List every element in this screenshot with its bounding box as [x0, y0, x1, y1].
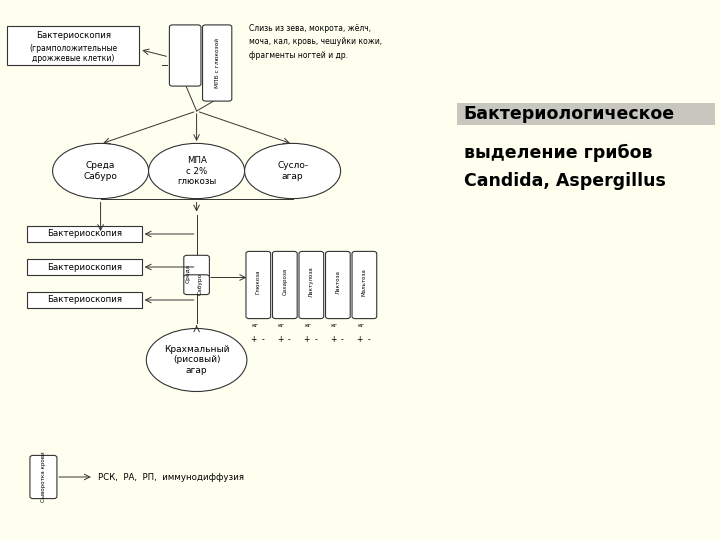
Text: кг: кг — [277, 323, 285, 328]
Ellipse shape — [146, 328, 247, 392]
FancyBboxPatch shape — [325, 252, 350, 319]
Text: Candida, Aspergillus: Candida, Aspergillus — [464, 172, 666, 191]
FancyBboxPatch shape — [184, 255, 210, 278]
Text: Мальтоза: Мальтоза — [362, 268, 367, 296]
FancyBboxPatch shape — [352, 252, 377, 319]
Text: Бактериоскопия: Бактериоскопия — [36, 31, 111, 40]
Bar — [7, 25, 140, 64]
Text: +: + — [356, 335, 363, 344]
Text: Бактериологическое: Бактериологическое — [464, 105, 675, 123]
Text: Сахароза: Сахароза — [282, 268, 287, 295]
Text: Глюкоза: Глюкоза — [256, 269, 261, 294]
FancyBboxPatch shape — [299, 252, 324, 319]
Text: Среда
Сабуро: Среда Сабуро — [84, 161, 117, 181]
Text: выделение грибов: выделение грибов — [464, 144, 652, 162]
Text: Бактериоскопия: Бактериоскопия — [47, 262, 122, 272]
Text: Бактериоскопия: Бактериоскопия — [47, 230, 122, 239]
FancyBboxPatch shape — [30, 455, 57, 498]
Text: Сыворотка крови: Сыворотка крови — [41, 451, 46, 502]
Text: Лактоза: Лактоза — [336, 270, 341, 294]
Text: -: - — [368, 335, 370, 344]
Text: Крахмальный
(рисовый)
агар: Крахмальный (рисовый) агар — [164, 345, 230, 375]
Text: -: - — [341, 335, 344, 344]
Text: РСК,  РА,  РП,  иммунодиффузия: РСК, РА, РП, иммунодиффузия — [99, 472, 244, 482]
Text: кг: кг — [251, 323, 258, 328]
FancyBboxPatch shape — [169, 25, 201, 86]
Text: Сусло-
агар: Сусло- агар — [277, 161, 308, 181]
Bar — [27, 292, 142, 308]
Text: -: - — [288, 335, 291, 344]
Text: моча, кал, кровь, чешуйки кожи,: моча, кал, кровь, чешуйки кожи, — [249, 37, 382, 46]
Ellipse shape — [53, 144, 148, 199]
Text: +: + — [277, 335, 284, 344]
Text: -: - — [315, 335, 318, 344]
Ellipse shape — [148, 144, 245, 199]
Ellipse shape — [245, 144, 341, 199]
Text: +: + — [330, 335, 336, 344]
Text: +: + — [304, 335, 310, 344]
FancyBboxPatch shape — [246, 252, 271, 319]
Text: +: + — [251, 335, 257, 344]
FancyBboxPatch shape — [202, 25, 232, 101]
Text: Лактулоза: Лактулоза — [309, 266, 314, 297]
Text: Сабуро: Сабуро — [198, 272, 203, 295]
FancyBboxPatch shape — [184, 275, 210, 295]
Text: МПБ с глюкозой: МПБ с глюкозой — [215, 38, 220, 88]
Text: -: - — [261, 335, 264, 344]
Text: кг: кг — [304, 323, 311, 328]
Text: фрагменты ногтей и др.: фрагменты ногтей и др. — [249, 51, 348, 60]
Bar — [27, 259, 142, 275]
Text: МПА
с 2%
глюкозы: МПА с 2% глюкозы — [177, 156, 216, 186]
Text: Слизь из зева, мокрота, жёлч,: Слизь из зева, мокрота, жёлч, — [249, 24, 372, 33]
FancyBboxPatch shape — [272, 252, 297, 319]
Bar — [27, 226, 142, 242]
Bar — [457, 103, 715, 125]
Text: кг: кг — [357, 323, 364, 328]
Text: кг: кг — [330, 323, 338, 328]
Text: Бактериоскопия: Бактериоскопия — [47, 295, 122, 305]
Text: Среда: Среда — [186, 264, 191, 282]
Text: дрожжевые клетки): дрожжевые клетки) — [32, 54, 114, 63]
Text: (грамположительные: (грамположительные — [29, 44, 117, 52]
